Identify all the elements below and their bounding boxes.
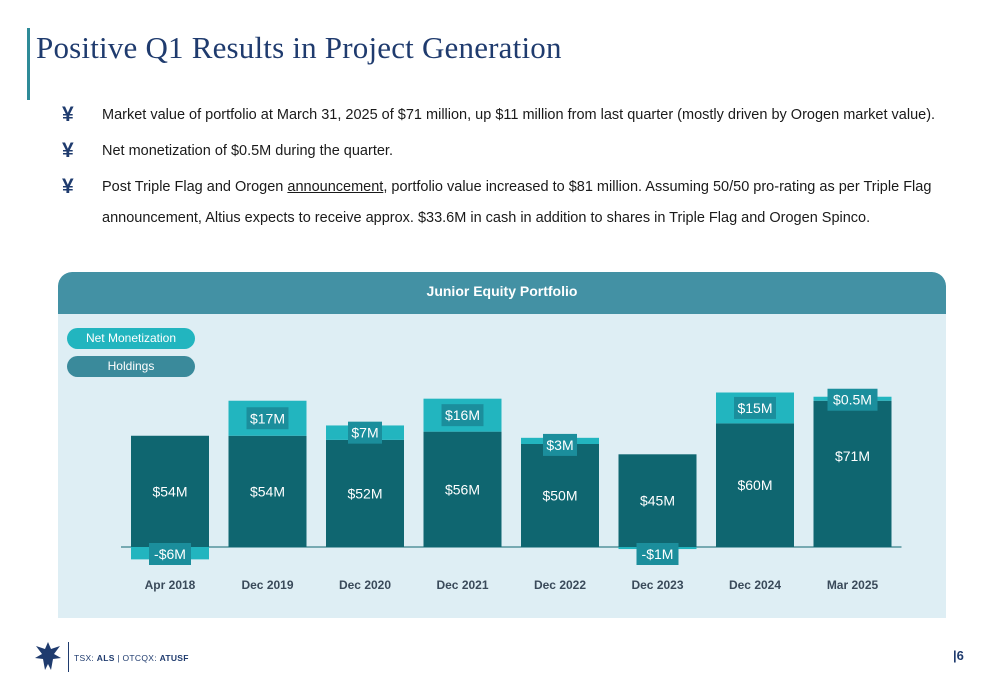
holdings-bar xyxy=(228,435,307,547)
holdings-label: $50M xyxy=(542,488,577,504)
title-accent-bar xyxy=(27,28,30,100)
x-tick-label: Dec 2024 xyxy=(729,578,781,592)
net-monetization-label: $16M xyxy=(445,407,480,423)
holdings-bar xyxy=(521,444,599,547)
net-monetization-label-box xyxy=(734,396,776,419)
eagle-bullet-icon: ¥ xyxy=(62,103,74,126)
eagle-bullet-icon: ¥ xyxy=(62,139,74,162)
holdings-label: $45M xyxy=(640,493,675,509)
footer-ticker-atusf: ATUSF xyxy=(159,653,189,663)
holdings-label: $60M xyxy=(737,477,772,493)
holdings-bar xyxy=(813,400,892,547)
bullet-text: Market value of portfolio at March 31, 2… xyxy=(102,107,936,123)
net-monetization-label-box xyxy=(543,433,577,456)
eagle-bullet-icon: ¥ xyxy=(62,175,74,198)
chart-header: Junior Equity Portfolio xyxy=(58,272,946,314)
bullet-text-after: , portfolio value increased to $81 milli… xyxy=(102,179,932,226)
bullet-item: ¥ Net monetization of $0.5M during the q… xyxy=(62,136,942,167)
chart-title: Junior Equity Portfolio xyxy=(426,283,578,299)
holdings-bar xyxy=(326,439,404,547)
x-tick-label: Dec 2023 xyxy=(631,578,683,592)
holdings-label: $54M xyxy=(152,483,187,499)
footer-ticker-als: ALS xyxy=(96,653,115,663)
holdings-bar xyxy=(131,435,209,547)
announcement-link[interactable]: announcement xyxy=(287,179,384,195)
net-monetization-label-box xyxy=(636,543,679,565)
x-tick-label: Dec 2020 xyxy=(339,578,391,592)
x-tick-label: Dec 2021 xyxy=(436,578,488,592)
holdings-bar xyxy=(618,454,697,547)
legend-net-monetization: Net Monetization xyxy=(67,328,195,349)
net-monetization-label: $15M xyxy=(737,400,772,416)
net-monetization-label: $3M xyxy=(546,437,573,453)
holdings-label: $54M xyxy=(250,483,285,499)
net-monetization-label-box xyxy=(348,421,382,444)
bar-chart: -$6M $54M Apr 2018 $17M $54M Dec 2019 $7M $52M D… xyxy=(121,388,902,592)
page-number: |6 xyxy=(953,648,964,663)
net-monetization-label: $0.5M xyxy=(833,392,872,408)
bullet-item: ¥ Post Triple Flag and Orogen announceme… xyxy=(62,172,942,234)
net-monetization-label: -$1M xyxy=(642,546,674,562)
footer-tickers: TSX: ALS | OTCQX: ATUSF xyxy=(74,653,189,663)
footer-divider xyxy=(68,642,69,672)
x-tick-label: Dec 2022 xyxy=(534,578,586,592)
bullet-text: Post Triple Flag and Orogen announcement… xyxy=(102,179,931,226)
chart-panel: Junior Equity Portfolio -$6M $54M Apr 2018… xyxy=(58,272,946,618)
holdings-bar xyxy=(423,431,502,547)
bullet-text: Net monetization of $0.5M during the qua… xyxy=(102,143,393,159)
net-monetization-label-box xyxy=(149,543,191,565)
net-monetization-label-box xyxy=(827,388,878,411)
eagle-logo-icon xyxy=(35,642,61,670)
legend-holdings: Holdings xyxy=(67,356,195,377)
holdings-label: $52M xyxy=(347,485,382,501)
net-monetization-label: -$6M xyxy=(154,546,186,562)
x-tick-label: Apr 2018 xyxy=(145,578,196,592)
holdings-label: $56M xyxy=(445,481,480,497)
bullet-list: ¥ Market value of portfolio at March 31,… xyxy=(62,100,942,234)
page-title: Positive Q1 Results in Project Generatio… xyxy=(36,30,562,65)
x-tick-label: Dec 2019 xyxy=(241,578,293,592)
net-monetization-label: $7M xyxy=(351,425,378,441)
x-tick-label: Mar 2025 xyxy=(827,578,879,592)
footer-exchange-tsx: TSX: xyxy=(74,653,97,663)
holdings-label: $71M xyxy=(835,448,870,464)
net-monetization-label-box xyxy=(246,407,289,430)
net-monetization-label: $17M xyxy=(250,410,285,426)
holdings-bar xyxy=(716,423,794,547)
bullet-item: ¥ Market value of portfolio at March 31,… xyxy=(62,100,942,131)
bullet-text-before: Post Triple Flag and Orogen xyxy=(102,179,288,195)
footer-exchange-otcqx: | OTCQX: xyxy=(114,653,160,663)
net-monetization-label-box xyxy=(441,404,484,427)
